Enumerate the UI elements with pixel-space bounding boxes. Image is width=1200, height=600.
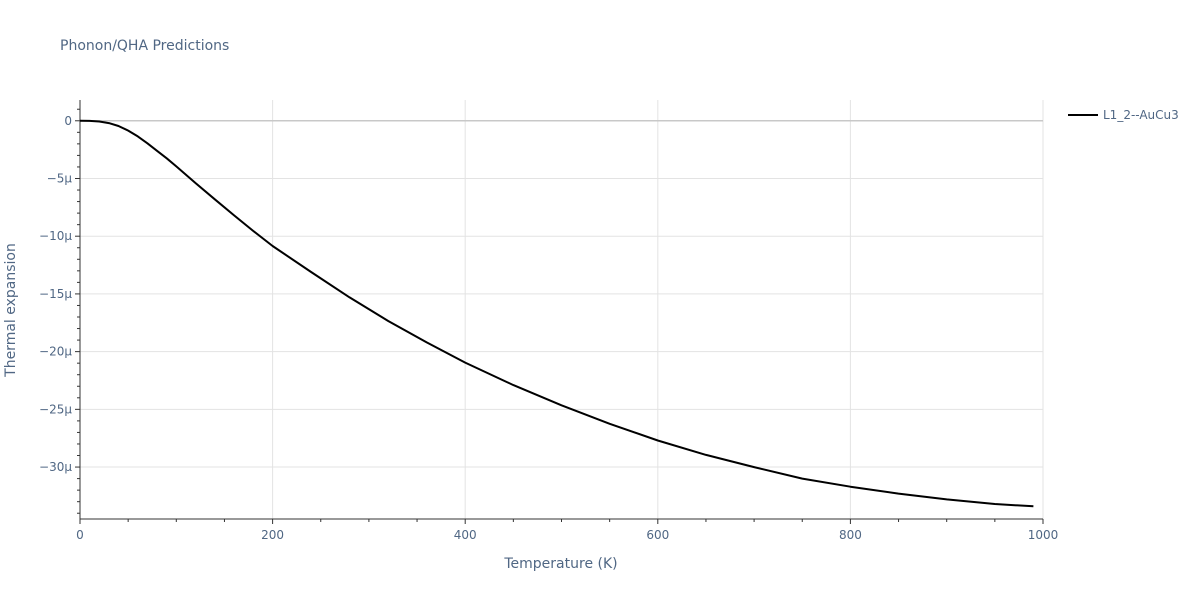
y-axis-title: Thermal expansion xyxy=(3,243,19,378)
y-tick-label: −30μ xyxy=(39,460,72,474)
axes: 0 200 400 600 800 1000 0 −5μ −10μ −15μ −20μ −25μ −30… xyxy=(39,100,1058,542)
y-tick-label: −5μ xyxy=(47,171,73,185)
y-tick-label: 0 xyxy=(64,114,72,128)
y-tick-label: −25μ xyxy=(39,402,72,416)
series-lines xyxy=(79,119,1034,508)
x-tick-label: 400 xyxy=(454,528,477,542)
legend-label[interactable]: L1_2--AuCu3 xyxy=(1103,108,1179,122)
x-tick-label: 600 xyxy=(646,528,669,542)
legend[interactable]: L1_2--AuCu3 xyxy=(1068,108,1179,122)
x-axis-title: Temperature (K) xyxy=(503,556,617,572)
x-tick-label: 1000 xyxy=(1028,528,1059,542)
y-tick-label: −10μ xyxy=(39,229,72,243)
x-tick-label: 800 xyxy=(839,528,862,542)
grid-lines xyxy=(80,100,1044,519)
chart-title: Phonon/QHA Predictions xyxy=(60,38,229,54)
series-line-0 xyxy=(79,119,1034,508)
x-tick-label: 200 xyxy=(261,528,284,542)
y-tick-label: −15μ xyxy=(39,287,72,301)
y-tick-label: −20μ xyxy=(39,345,72,359)
x-tick-label: 0 xyxy=(76,528,84,542)
